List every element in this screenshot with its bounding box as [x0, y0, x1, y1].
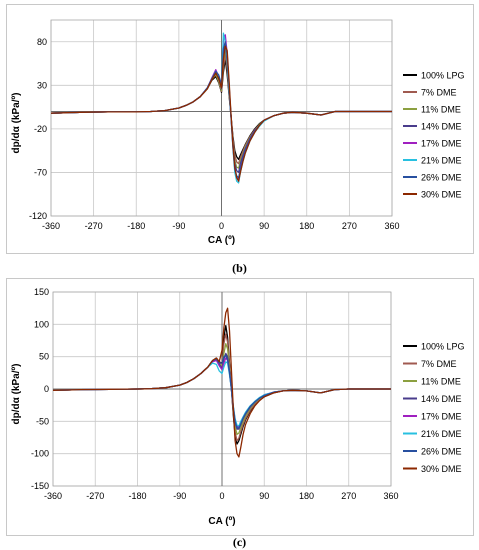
x-tick-label: 90: [259, 221, 269, 231]
x-tick-label: -90: [172, 221, 185, 231]
chart-panel-b: -360 -270 -180 -90 0 90 180 270 360 -120 -70 -20 30 8…: [6, 4, 474, 254]
x-tick-label: 270: [342, 221, 357, 231]
x-tick-label: -270: [85, 221, 103, 231]
series-line: [51, 45, 392, 182]
x-tick-label: 0: [219, 221, 224, 231]
x-tick-label: 360: [383, 491, 398, 501]
y-tick-label: -100: [31, 449, 49, 459]
legend-label: 17% DME: [421, 139, 462, 149]
x-axis-title: CA (º): [208, 516, 235, 527]
legend-label: 100% LPG: [421, 71, 465, 81]
y-tick-label: 30: [37, 80, 47, 90]
chart-caption-b: (b): [232, 261, 247, 275]
y-tick-label: 150: [34, 287, 49, 297]
legend-label: 7% DME: [421, 88, 457, 98]
x-tick-label: -360: [44, 491, 62, 501]
y-tick-label: 100: [34, 319, 49, 329]
legend: 100% LPG 7% DME 11% DME 14% DME 17% DME 21% D…: [403, 342, 465, 474]
x-tick-label: -360: [42, 221, 60, 231]
legend-label: 100% LPG: [421, 342, 465, 352]
chart-b-svg: -360 -270 -180 -90 0 90 180 270 360 -120 -70 -20 30 8…: [11, 19, 465, 246]
y-axis-title: dp/dα (kPa/º): [11, 93, 22, 154]
x-tick-label: -180: [127, 221, 145, 231]
x-tick-label: -270: [86, 491, 104, 501]
y-tick-label: 50: [39, 352, 49, 362]
legend-label: 14% DME: [421, 394, 462, 404]
chart-caption-c: (c): [232, 535, 247, 549]
y-tick-label: -50: [36, 416, 49, 426]
legend-label: 17% DME: [421, 412, 462, 422]
legend-label: 26% DME: [421, 173, 462, 183]
legend-label: 11% DME: [421, 105, 461, 115]
y-axis-title: dp/dα (kPa/º): [11, 364, 22, 425]
x-tick-label: 360: [384, 221, 399, 231]
legend: 100% LPG 7% DME 11% DME 14% DME 17% DME 21% D…: [403, 71, 465, 200]
x-tick-label: 90: [259, 491, 269, 501]
x-tick-label: 180: [299, 221, 314, 231]
x-tick-label: 0: [219, 491, 224, 501]
y-tick-label: -150: [31, 481, 49, 491]
legend-label: 30% DME: [421, 190, 462, 200]
y-tick-label: 80: [37, 37, 47, 47]
chart-panel-c: -360 -270 -180 -90 0 90 180 270 360 -150 -100 -50 0 5…: [6, 278, 474, 536]
series-group: [51, 32, 392, 184]
x-tick-label: -180: [128, 491, 146, 501]
y-tick-label: -120: [29, 211, 47, 221]
legend-label: 21% DME: [421, 156, 462, 166]
legend-label: 26% DME: [421, 447, 462, 457]
y-tick-label: 0: [44, 384, 49, 394]
legend-label: 7% DME: [421, 359, 457, 369]
chart-c-svg: -360 -270 -180 -90 0 90 180 270 360 -150 -100 -50 0 5…: [11, 287, 465, 527]
x-tick-label: 180: [299, 491, 314, 501]
y-tick-label: -20: [34, 124, 47, 134]
legend-label: 21% DME: [421, 429, 462, 439]
legend-label: 11% DME: [421, 377, 461, 387]
legend-label: 30% DME: [421, 464, 462, 474]
x-tick-label: 270: [341, 491, 356, 501]
y-tick-label: -70: [34, 167, 47, 177]
series-group: [53, 307, 391, 458]
legend-label: 14% DME: [421, 122, 462, 132]
series-line: [53, 307, 391, 458]
x-tick-label: -90: [173, 491, 186, 501]
x-axis-title: CA (º): [208, 235, 235, 246]
